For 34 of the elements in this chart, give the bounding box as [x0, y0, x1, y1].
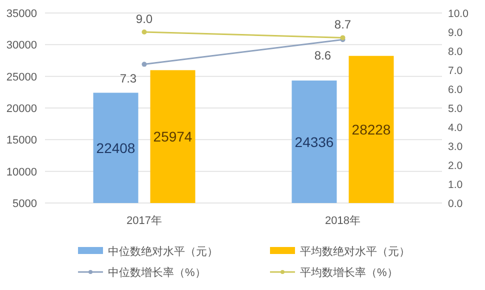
y2-tick-label: 9.0 — [448, 27, 463, 39]
y2-tick-label: 8.0 — [448, 46, 463, 58]
legend-label: 中位数绝对水平（元） — [108, 245, 218, 258]
x-tick-label: 2018年 — [325, 215, 360, 227]
y2-tick-label: 6.0 — [448, 84, 463, 96]
y-tick-label: 30000 — [6, 40, 37, 52]
y2-tick-label: 1.0 — [448, 179, 463, 191]
y-tick-label: 10000 — [6, 166, 37, 178]
legend-label: 中位数增长率（%） — [108, 266, 206, 279]
y-tick-label: 15000 — [6, 134, 37, 147]
y2-tick-label: 7.0 — [448, 65, 463, 77]
data-label: 7.3 — [120, 71, 137, 86]
y2-tick-label: 0.0 — [448, 198, 463, 210]
y2-tick-label: 2.0 — [448, 160, 463, 172]
data-label: 9.0 — [136, 12, 153, 26]
data-label: 28228 — [352, 121, 391, 138]
data-label: 24336 — [294, 134, 334, 150]
y2-tick-label: 5.0 — [448, 103, 463, 115]
data-label: 8.6 — [314, 48, 332, 63]
y-tick-label: 35000 — [6, 8, 37, 20]
data-label: 25974 — [153, 128, 192, 145]
y-tick-label: 20000 — [6, 103, 37, 115]
y2-tick-label: 10.0 — [448, 8, 469, 20]
legend-label: 平均数绝对水平（元） — [300, 245, 410, 258]
legend-label: 平均数增长率（%） — [300, 266, 398, 279]
x-tick-label: 2017年 — [126, 215, 162, 227]
y2-tick-label: 3.0 — [448, 141, 463, 153]
y-tick-label: 25000 — [6, 71, 37, 84]
y-tick-label: 5000 — [12, 198, 37, 210]
data-label: 22408 — [96, 140, 136, 156]
point — [142, 30, 147, 34]
data-label: 8.7 — [334, 18, 352, 32]
point — [142, 62, 147, 67]
y2-tick-label: 4.0 — [448, 122, 463, 134]
